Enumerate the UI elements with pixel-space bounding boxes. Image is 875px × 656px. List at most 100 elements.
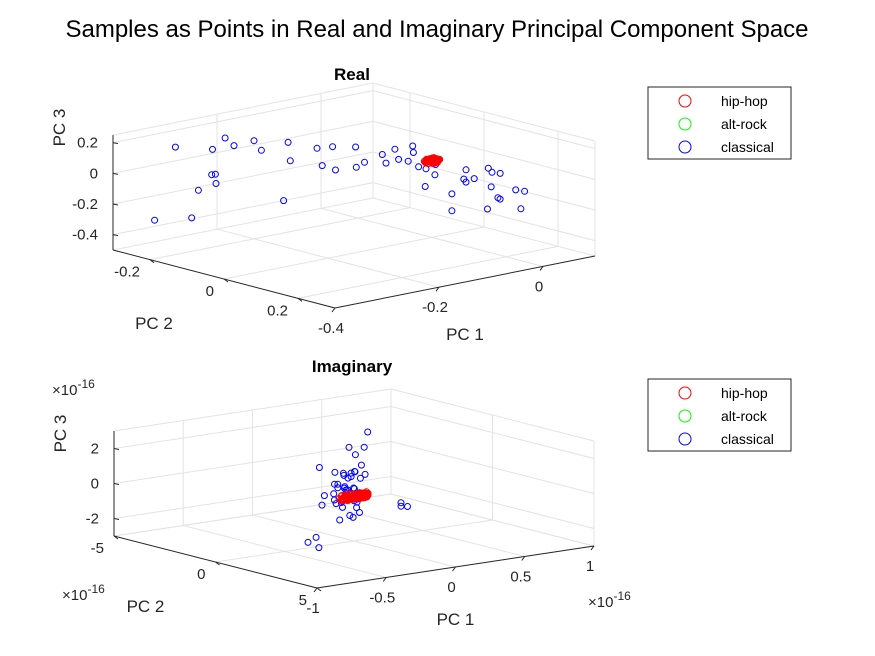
grid	[112, 82, 596, 309]
data-point	[318, 501, 326, 509]
data-point	[353, 504, 361, 512]
z-gridline	[113, 406, 392, 449]
y-exponent-label: ×10-16	[62, 582, 105, 604]
z-gridline	[113, 441, 392, 484]
data-point	[332, 500, 340, 508]
x-tick-label: 0.5	[510, 569, 531, 586]
data-point	[484, 205, 491, 213]
z-tick-label: -2	[86, 511, 99, 528]
data-point	[421, 157, 429, 165]
z-tick-label: -0.2	[72, 196, 98, 213]
data-point	[347, 469, 355, 477]
y-tick-label: -5	[91, 540, 104, 557]
z-tick	[112, 203, 119, 206]
legend-marker	[678, 94, 692, 108]
z-gridline	[112, 182, 374, 236]
data-point	[434, 157, 442, 165]
data-point	[211, 170, 219, 178]
legend-marker	[678, 386, 692, 400]
data-point	[356, 474, 364, 482]
data-point	[360, 443, 368, 451]
z-gridline	[390, 476, 595, 529]
x-axis-label: PC 1	[446, 325, 484, 344]
data-point	[332, 166, 339, 174]
data-point	[286, 157, 294, 165]
data-point	[284, 138, 292, 146]
data-point	[340, 497, 348, 504]
data-point	[340, 471, 348, 479]
data-point	[488, 168, 496, 176]
box-edge	[112, 82, 374, 136]
x-tick-label: -0.5	[369, 590, 395, 607]
data-point	[171, 143, 179, 151]
data-point	[346, 493, 354, 501]
y-gridline	[149, 207, 411, 261]
z-exponent-label: ×10-16	[52, 377, 95, 399]
data-point	[415, 163, 423, 171]
data-point	[334, 480, 342, 488]
data-point	[334, 484, 342, 492]
data-point	[330, 490, 338, 498]
y-tick	[297, 297, 303, 302]
z-gridline	[112, 120, 374, 174]
y-gridline	[223, 226, 485, 280]
data-point	[209, 145, 216, 153]
data-point	[339, 503, 346, 511]
data-point	[397, 502, 405, 510]
data-point	[315, 544, 323, 552]
z-gridline	[372, 182, 596, 242]
data-point	[424, 156, 432, 163]
box-edge	[390, 493, 595, 547]
data-point	[409, 149, 417, 156]
data-point	[208, 171, 216, 179]
z-tick-label: -0.4	[72, 227, 98, 244]
y-gridline	[297, 245, 559, 299]
real-subplot: -0.4 -0.2 0 0.2 0 -0.2 0.2 0 -0.2 -0.4 PC 1 PC 2 PC …	[50, 65, 792, 344]
y-tick-label: 5	[299, 592, 307, 609]
data-point	[517, 205, 525, 213]
data-point	[230, 142, 238, 150]
data-point	[470, 175, 478, 183]
z-gridline	[372, 151, 596, 211]
data-point	[313, 144, 321, 152]
x-axis-line	[334, 255, 596, 309]
legend-label: classical	[721, 139, 774, 155]
series-classical	[151, 134, 529, 224]
y-tick-label: -0.2	[114, 264, 140, 281]
x-tick	[590, 545, 595, 551]
x-tick-label: -1	[306, 600, 319, 617]
data-point	[351, 468, 359, 475]
data-point	[318, 162, 326, 170]
y-tick	[149, 259, 155, 264]
data-point	[395, 155, 403, 163]
legend-marker	[678, 409, 692, 423]
z-tick-label: 2	[91, 441, 99, 458]
data-point	[378, 151, 386, 158]
data-point	[409, 142, 417, 150]
x-tick	[452, 566, 456, 572]
box-edge	[390, 388, 595, 442]
x-tick	[521, 556, 526, 561]
figure-title: Samples as Points in Real and Imaginary …	[65, 16, 808, 43]
data-point	[484, 164, 492, 172]
series-classical	[304, 428, 411, 552]
x-axis-label: PC 1	[437, 610, 475, 629]
z-gridline	[112, 151, 374, 205]
imaginary-subplot: -1 -0.5 0 0.5 1 5 0 -5 2 0 -2 PC 1 PC 2 PC 3 ×10-16 ×10…	[51, 357, 792, 629]
z-gridline	[390, 441, 595, 494]
z-tick-label: 0.2	[77, 135, 98, 152]
y-axis-label: PC 2	[127, 597, 165, 616]
data-point	[462, 166, 470, 174]
legend-marker	[678, 117, 692, 131]
z-tick	[113, 448, 120, 450]
z-gridline	[390, 406, 595, 459]
legend-label: hip-hop	[721, 385, 768, 401]
z-gridline	[372, 120, 596, 180]
x-tick-label: -0.2	[422, 299, 448, 316]
data-point	[431, 171, 439, 179]
data-point	[312, 533, 320, 541]
legend-box	[647, 86, 792, 160]
data-point	[397, 499, 405, 507]
data-point	[151, 216, 159, 224]
